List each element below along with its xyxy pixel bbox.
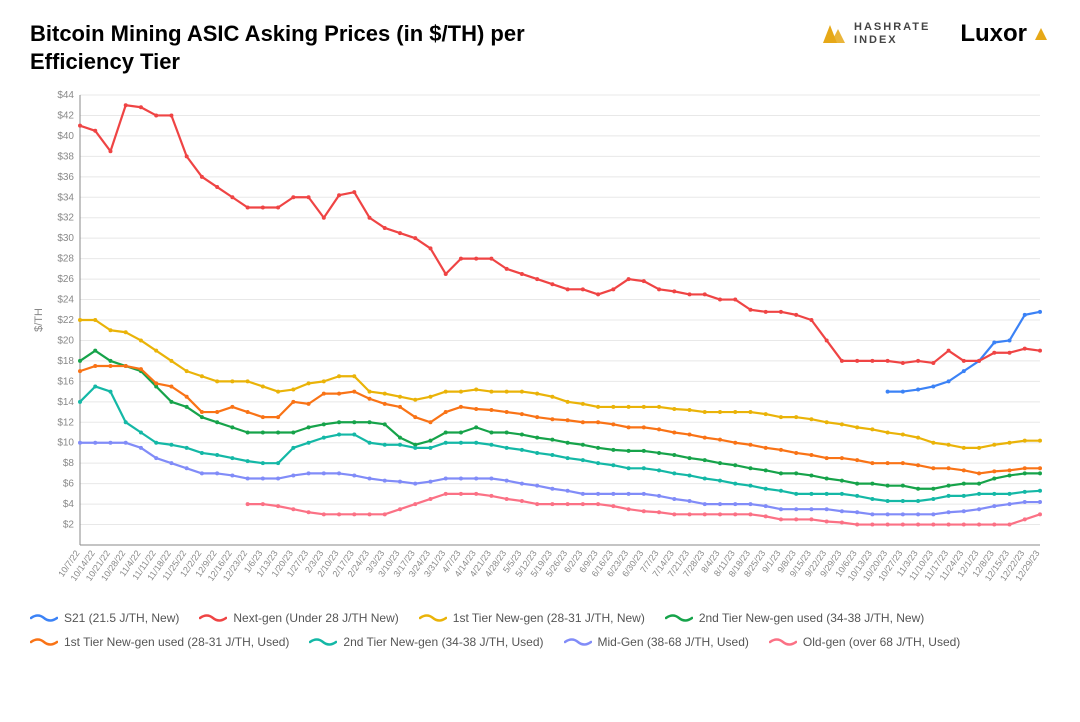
line-chart: $2 $4 $6 $8 $10 $12 $14 $16 $18 $20 $22 $24 $26 $28 $3… — [30, 85, 1050, 605]
legend-label: Mid-Gen (38-68 J/TH, Used) — [598, 635, 749, 649]
hashrate-text-2: INDEX — [854, 34, 930, 47]
svg-text:$12: $12 — [57, 417, 74, 428]
svg-text:$8: $8 — [63, 458, 75, 469]
legend-label: 2nd Tier New-gen used (34-38 J/TH, New) — [699, 611, 924, 625]
legend-item: Old-gen (over 68 J/TH, Used) — [769, 635, 960, 649]
legend-item: 2nd Tier New-gen (34-38 J/TH, Used) — [309, 635, 543, 649]
svg-text:$44: $44 — [57, 90, 74, 101]
chart-area: $2 $4 $6 $8 $10 $12 $14 $16 $18 $20 $22 $24 $26 $28 $3… — [30, 85, 1050, 605]
svg-text:$14: $14 — [57, 397, 74, 408]
svg-text:$18: $18 — [57, 356, 74, 367]
svg-text:$30: $30 — [57, 233, 74, 244]
legend-label: 2nd Tier New-gen (34-38 J/TH, Used) — [343, 635, 543, 649]
svg-text:$2: $2 — [63, 520, 75, 531]
svg-text:$16: $16 — [57, 376, 74, 387]
legend-label: S21 (21.5 J/TH, New) — [64, 611, 179, 625]
svg-text:$26: $26 — [57, 274, 74, 285]
svg-text:$10: $10 — [57, 438, 74, 449]
svg-text:$6: $6 — [63, 479, 75, 490]
legend-item: Next-gen (Under 28 J/TH New) — [199, 611, 398, 625]
luxor-text: Luxor — [960, 20, 1027, 48]
svg-text:$28: $28 — [57, 254, 74, 265]
legend-swatch — [665, 616, 693, 620]
svg-text:$/TH: $/TH — [33, 308, 45, 332]
legend-swatch — [769, 640, 797, 644]
svg-text:$34: $34 — [57, 192, 74, 203]
legend-swatch — [309, 640, 337, 644]
page-title: Bitcoin Mining ASIC Asking Prices (in $/… — [30, 20, 590, 75]
svg-text:$24: $24 — [57, 295, 74, 306]
legend-label: 1st Tier New-gen (28-31 J/TH, New) — [453, 611, 645, 625]
legend-item: Mid-Gen (38-68 J/TH, Used) — [564, 635, 749, 649]
svg-text:$40: $40 — [57, 131, 74, 142]
legend-label: 1st Tier New-gen used (28-31 J/TH, Used) — [64, 635, 289, 649]
logos: HASHRATE INDEX Luxor — [816, 20, 1050, 48]
legend-swatch — [419, 616, 447, 620]
svg-text:$36: $36 — [57, 172, 74, 183]
luxor-icon — [1032, 26, 1050, 42]
luxor-logo: Luxor — [960, 20, 1050, 48]
hashrate-icon — [816, 21, 846, 47]
legend-item: 2nd Tier New-gen used (34-38 J/TH, New) — [665, 611, 924, 625]
legend-swatch — [30, 616, 58, 620]
hashrate-index-logo: HASHRATE INDEX — [816, 21, 930, 47]
svg-text:$38: $38 — [57, 151, 74, 162]
svg-text:$22: $22 — [57, 315, 74, 326]
hashrate-text-1: HASHRATE — [854, 21, 930, 34]
svg-text:$32: $32 — [57, 213, 74, 224]
legend-label: Next-gen (Under 28 J/TH New) — [233, 611, 398, 625]
svg-text:$42: $42 — [57, 110, 74, 121]
legend-item: 1st Tier New-gen used (28-31 J/TH, Used) — [30, 635, 289, 649]
svg-text:$20: $20 — [57, 335, 74, 346]
legend-swatch — [30, 640, 58, 644]
legend: S21 (21.5 J/TH, New) Next-gen (Under 28 J… — [30, 611, 1050, 649]
legend-label: Old-gen (over 68 J/TH, Used) — [803, 635, 960, 649]
svg-text:$4: $4 — [63, 499, 75, 510]
legend-swatch — [199, 616, 227, 620]
legend-item: 1st Tier New-gen (28-31 J/TH, New) — [419, 611, 645, 625]
legend-swatch — [564, 640, 592, 644]
legend-item: S21 (21.5 J/TH, New) — [30, 611, 179, 625]
